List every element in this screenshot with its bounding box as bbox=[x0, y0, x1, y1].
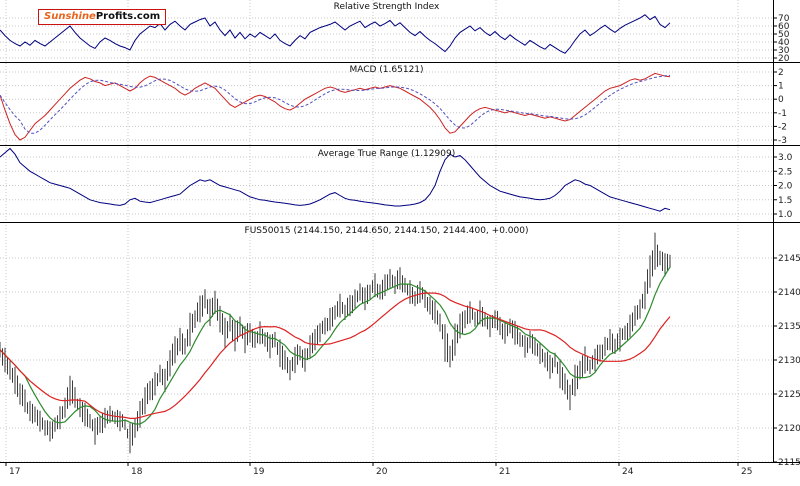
y-axis-label: 1 bbox=[778, 82, 784, 92]
macd-panel-title: MACD (1.65121) bbox=[349, 65, 424, 75]
atr-panel-title: Average True Range (1.12909) bbox=[317, 149, 456, 159]
y-axis-label: 2130 bbox=[778, 356, 800, 366]
brand-logo-profits: Profits.com bbox=[95, 11, 161, 22]
y-axis-label: 3.0 bbox=[778, 153, 793, 163]
y-axis-label: 2135 bbox=[778, 322, 800, 332]
y-axis-label: 2120 bbox=[778, 424, 800, 434]
macd-lines bbox=[0, 72, 671, 141]
atr-line bbox=[0, 147, 671, 212]
x-axis-label: 25 bbox=[741, 467, 752, 477]
y-axis-label: -1 bbox=[778, 109, 787, 119]
y-axis-label: 2125 bbox=[778, 390, 800, 400]
x-axis-label: 20 bbox=[376, 467, 388, 477]
x-axis-label: 19 bbox=[253, 467, 265, 477]
y-axis-label: 50 bbox=[778, 30, 790, 40]
x-axis-label: 17 bbox=[9, 467, 20, 477]
x-axis-label: 21 bbox=[499, 467, 510, 477]
rsi-line bbox=[0, 14, 671, 54]
x-axis-label: 24 bbox=[622, 467, 634, 477]
y-axis-label: 0 bbox=[778, 95, 784, 105]
y-axis-label: 60 bbox=[778, 22, 790, 32]
y-axis-label: 20 bbox=[778, 54, 790, 64]
rsi-panel-title: Relative Strength Index bbox=[333, 2, 440, 12]
y-axis-label: 2.5 bbox=[778, 167, 792, 177]
y-axis-label: 1.5 bbox=[778, 196, 792, 206]
y-axis-label: 2.0 bbox=[778, 182, 793, 192]
y-axis-label: 40 bbox=[778, 38, 790, 48]
x-axis-label: 18 bbox=[131, 467, 143, 477]
brand-logo-sunshine: Sunshine bbox=[44, 11, 96, 22]
y-axis-label: 2 bbox=[778, 68, 784, 78]
price-panel-title: FUS50015 (2144.150, 2144.650, 2144.150, … bbox=[244, 226, 529, 236]
y-axis-label: 2145 bbox=[778, 254, 800, 264]
price-series bbox=[0, 232, 671, 454]
grid-lines bbox=[0, 0, 773, 463]
y-axis-label: 70 bbox=[778, 14, 790, 24]
series-layer bbox=[0, 14, 671, 454]
y-axis-label: 1.0 bbox=[778, 210, 793, 220]
brand-logo[interactable]: SunshineProfits.com bbox=[38, 9, 167, 25]
y-axis-label: -3 bbox=[778, 136, 787, 146]
y-axis-label: 2140 bbox=[778, 288, 800, 298]
y-axis-label: -2 bbox=[778, 122, 787, 132]
price-bars bbox=[0, 232, 671, 454]
y-axis-label: 30 bbox=[778, 46, 790, 56]
